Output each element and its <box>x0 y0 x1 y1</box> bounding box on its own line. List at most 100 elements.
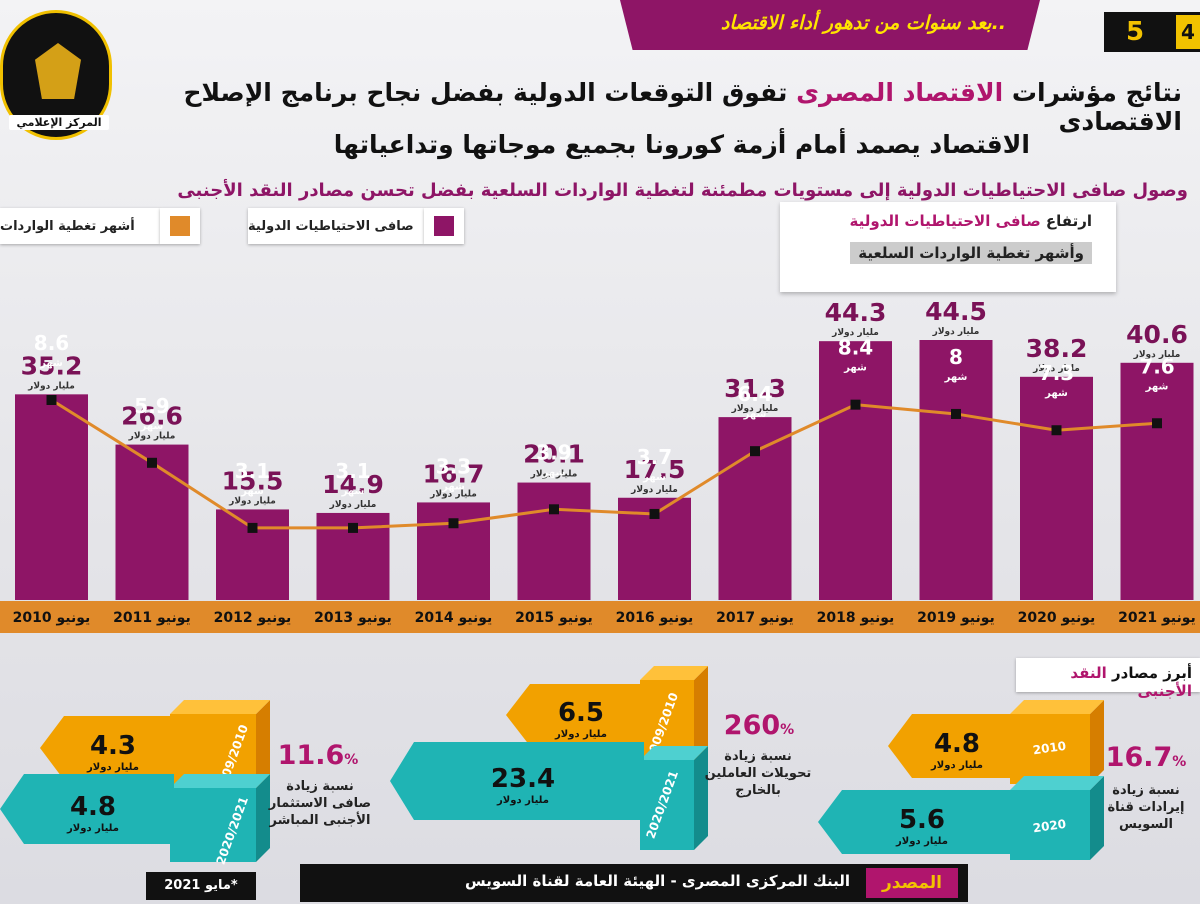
reserves-unit-label: مليار دولار <box>932 327 980 337</box>
reserves-bar <box>819 341 892 600</box>
source-1-bottom-block-top <box>1010 776 1104 790</box>
months-unit-label: شهر <box>1145 381 1169 392</box>
reserves-unit-label: مليار دولار <box>27 381 75 391</box>
reserves-unit-label: مليار دولار <box>228 496 276 506</box>
page-title-line2: الاقتصاد يصمد أمام أزمة كورونا بجميع موج… <box>333 130 1030 159</box>
months-value-label: 5.9 <box>134 394 169 418</box>
x-tick-label: يونيو 2016 <box>616 610 694 626</box>
page-subtitle: وصول صافى الاحتياطيات الدولية إلى مستويا… <box>177 180 1188 201</box>
source-1-top-block-front <box>1010 714 1090 784</box>
months-unit-label: شهر <box>1044 388 1068 399</box>
reserves-value-label: 44.3 <box>825 298 887 327</box>
source-1-bottom-tag <box>818 790 1014 854</box>
reserves-value-label: 20.1 <box>523 440 585 469</box>
months-unit-label: شهر <box>140 421 164 432</box>
source-1-top-unit: مليار دولار <box>930 760 983 771</box>
months-value-label: 3.3 <box>436 454 471 478</box>
source-1-bottom-unit: مليار دولار <box>895 836 948 847</box>
months-unit-label: شهر <box>642 472 666 483</box>
months-point <box>1051 425 1062 436</box>
title-highlight: الاقتصاد المصرى <box>796 78 1004 107</box>
reserves-bar <box>1120 362 1194 600</box>
x-tick-label: يونيو 2012 <box>214 610 292 626</box>
note-line2: وأشهر تغطية الواردات السلعية <box>850 242 1092 264</box>
reserves-bar <box>115 444 189 600</box>
source-1-top-tag <box>888 714 1014 778</box>
months-value-label: 7.3 <box>1039 361 1074 385</box>
ribbon-text: بعد سنوات من تدهور أداء الاقتصاد.. <box>720 12 1006 34</box>
source-3-top-value: 4.3 <box>90 731 136 761</box>
source-2-desc: نسبة زيادة تحويلات العاملين بالخارج <box>704 749 812 798</box>
x-tick-label: يونيو 2017 <box>716 610 794 626</box>
months-unit-label: شهر <box>240 486 264 497</box>
source-3-bottom-unit: مليار دولار <box>66 823 119 834</box>
source-1-pct: 16.7% <box>1105 742 1187 773</box>
source-1-top-period: 2010 <box>1032 739 1067 758</box>
source-1-bottom-block-front <box>1010 790 1090 860</box>
legend-reserves-swatch <box>424 208 464 244</box>
source-1-bottom-period: 2020 <box>1032 817 1067 836</box>
source-1-top-block-side <box>1090 700 1104 784</box>
reserves-unit-label: مليار دولار <box>731 404 779 414</box>
x-tick-label: يونيو 2013 <box>314 610 392 626</box>
source-2-bottom-block-side <box>694 746 708 850</box>
months-value-label: 3.1 <box>335 459 370 483</box>
source-3-bottom-block-top <box>170 774 270 788</box>
source-3-top-tag <box>40 716 174 780</box>
reserves-unit-label: مليار دولار <box>1133 350 1181 360</box>
reserves-unit-label: مليار دولار <box>128 432 176 442</box>
source-1-desc: نسبة زيادة إيرادات قناة السويس <box>1107 783 1185 832</box>
reserves-value-label: 38.2 <box>1026 334 1088 363</box>
reserves-value-label: 44.5 <box>925 297 987 326</box>
source-2-pct: 260% <box>723 710 795 741</box>
months-unit-label: شهر <box>743 409 767 420</box>
x-tick-label: يونيو 2015 <box>515 610 593 626</box>
months-unit-label: شهر <box>441 481 465 492</box>
source-2-top-value: 6.5 <box>558 698 604 728</box>
source-3-pct: 11.6% <box>277 740 359 771</box>
source-2-bottom-tag <box>390 742 644 820</box>
sources-title: أبرز مصادر النقد الأجنبى <box>1016 658 1200 700</box>
months-point <box>46 395 57 405</box>
date-note: *مايو 2021 <box>146 872 256 900</box>
months-point <box>951 408 961 419</box>
source-3-desc: نسبة زيادة صافى الاستثمار الأجنبى المباش… <box>268 779 372 828</box>
x-tick-label: يونيو 2014 <box>415 610 493 626</box>
page-number-2: 4 <box>1176 15 1200 49</box>
reserves-value-label: 16.7 <box>423 459 485 488</box>
page-number-box: 5 4 <box>1104 12 1200 52</box>
months-point <box>549 504 559 515</box>
reserves-unit-label: مليار دولار <box>630 485 678 495</box>
legend-months: أشهر تغطية الواردات <box>0 208 200 244</box>
reserves-value-label: 31.3 <box>724 374 786 403</box>
reserves-unit-label: مليار دولار <box>329 500 377 510</box>
months-point <box>448 518 459 529</box>
source-2-bottom-value: 23.4 <box>491 764 555 794</box>
reserves-value-label: 26.6 <box>121 402 183 431</box>
months-point <box>1152 418 1162 429</box>
chart-note-card: ارتفاع صافى الاحتياطيات الدولية وأشهر تغ… <box>780 202 1116 292</box>
months-value-label: 8.4 <box>838 336 873 360</box>
note-line1: ارتفاع صافى الاحتياطيات الدولية <box>849 212 1092 230</box>
months-unit-label: شهر <box>542 467 566 478</box>
legend-reserves: صافى الاحتياطيات الدولية <box>248 208 464 244</box>
months-point <box>750 446 760 457</box>
reserves-unit-label: مليار دولار <box>429 489 477 499</box>
reserves-bar <box>919 340 993 600</box>
source-1-bottom-value: 5.6 <box>899 805 945 835</box>
x-axis-strip <box>0 601 1200 633</box>
x-tick-label: يونيو 2018 <box>817 610 895 626</box>
source-2-top-block-top <box>640 666 708 680</box>
x-tick-label: يونيو 2020 <box>1018 610 1096 626</box>
source-2-bottom-unit: مليار دولار <box>496 795 549 806</box>
source-1-bottom-block-side <box>1090 776 1104 860</box>
reserves-unit-label: مليار دولار <box>1032 364 1080 374</box>
source-1-top-block-top <box>1010 700 1104 714</box>
months-point <box>348 522 358 533</box>
source-2-top-tag <box>506 684 644 746</box>
source-2-bottom-block-front <box>640 760 694 850</box>
x-tick-label: يونيو 2010 <box>13 610 91 626</box>
source-3-bottom-block-side <box>256 774 270 862</box>
media-center-logo: المركز الإعلامي <box>0 10 112 140</box>
